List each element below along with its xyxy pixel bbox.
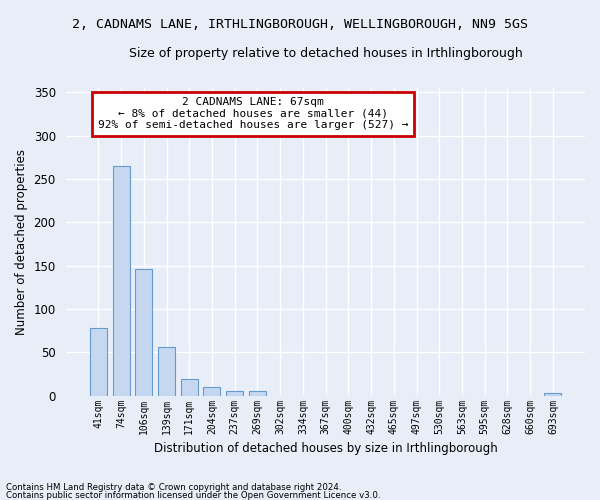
Text: 2, CADNAMS LANE, IRTHLINGBOROUGH, WELLINGBOROUGH, NN9 5GS: 2, CADNAMS LANE, IRTHLINGBOROUGH, WELLIN… [72, 18, 528, 30]
Bar [181, 379, 198, 396]
Bar [158, 347, 175, 396]
Bar [249, 392, 266, 396]
Bar [135, 269, 152, 396]
Text: Contains public sector information licensed under the Open Government Licence v3: Contains public sector information licen… [6, 490, 380, 500]
X-axis label: Distribution of detached houses by size in Irthlingborough: Distribution of detached houses by size … [154, 442, 497, 455]
Bar [226, 392, 243, 396]
Text: Contains HM Land Registry data © Crown copyright and database right 2024.: Contains HM Land Registry data © Crown c… [6, 484, 341, 492]
Bar [90, 328, 107, 396]
Bar [544, 393, 562, 396]
Y-axis label: Number of detached properties: Number of detached properties [15, 149, 28, 335]
Bar [113, 166, 130, 396]
Title: Size of property relative to detached houses in Irthlingborough: Size of property relative to detached ho… [129, 48, 523, 60]
Bar [203, 387, 220, 396]
Text: 2 CADNAMS LANE: 67sqm
← 8% of detached houses are smaller (44)
92% of semi-detac: 2 CADNAMS LANE: 67sqm ← 8% of detached h… [98, 98, 408, 130]
